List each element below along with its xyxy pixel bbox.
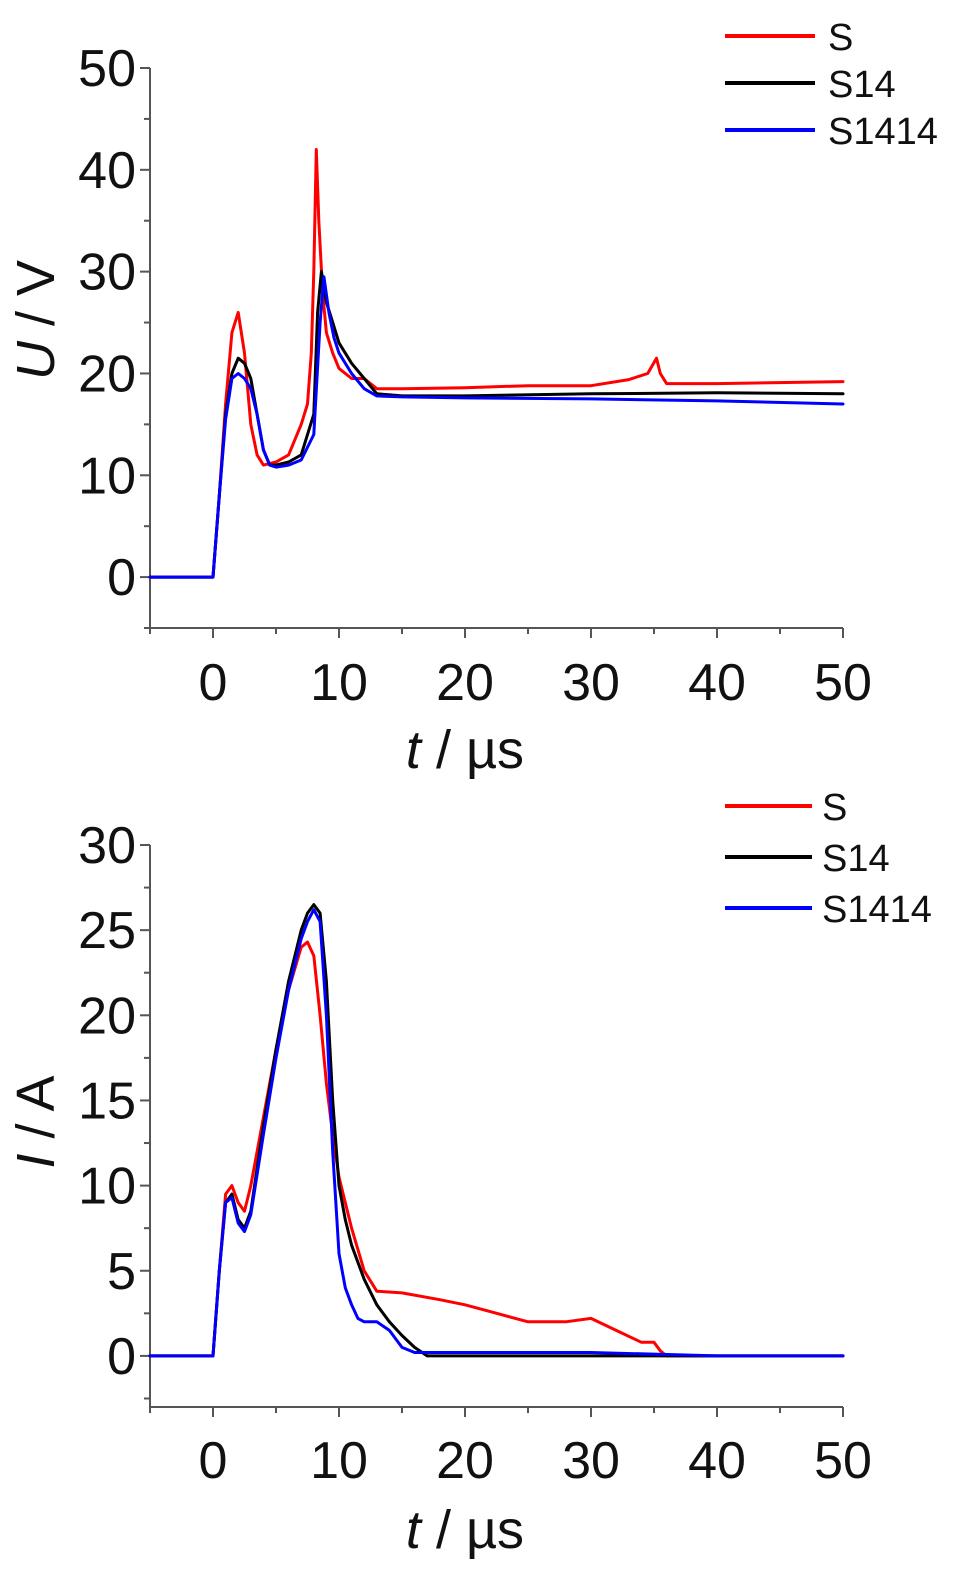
legend-label: S1414 — [828, 111, 938, 153]
current-chart-panel: 0 10 20 30 40 50 0 5 10 15 20 25 30 t / µs I / A S S14 S1… — [6, 787, 932, 1560]
legend-label: S1414 — [822, 889, 932, 931]
y-tick-label: 25 — [78, 902, 136, 960]
y-tick-label: 10 — [78, 1158, 136, 1216]
y-axis-label: I / A — [6, 1075, 66, 1168]
y-tick-label: 10 — [78, 447, 136, 505]
x-axis-unit: / µs — [421, 720, 524, 780]
legend: S S14 S1414 — [725, 787, 932, 931]
x-axis-unit: / µs — [421, 1500, 524, 1560]
x-tick-label: 0 — [199, 1432, 228, 1490]
y-tick-label: 20 — [78, 345, 136, 403]
x-tick-label: 20 — [436, 1432, 494, 1490]
y-tick-label: 30 — [78, 244, 136, 302]
x-tick-label: 0 — [199, 654, 228, 712]
y-axis-variable: U — [6, 340, 66, 380]
y-tick-label: 0 — [107, 1328, 136, 1386]
y-tick-label: 15 — [78, 1072, 136, 1130]
legend-label: S14 — [822, 838, 890, 880]
x-axis-label: t / µs — [406, 720, 524, 780]
series-line-s1414 — [148, 908, 845, 1358]
legend-label: S14 — [828, 64, 896, 106]
y-axis-variable: I — [6, 1154, 66, 1169]
x-tick-label: 50 — [814, 654, 872, 712]
x-tick-label: 50 — [814, 1432, 872, 1490]
legend: S S14 S1414 — [725, 17, 938, 153]
x-tick-label: 30 — [562, 1432, 620, 1490]
legend-label: S — [822, 787, 847, 829]
x-tick-label: 30 — [562, 654, 620, 712]
x-tick-label: 10 — [310, 654, 368, 712]
x-axis-label: t / µs — [406, 1500, 524, 1560]
series-line-s14 — [148, 903, 845, 1358]
y-tick-label: 0 — [107, 549, 136, 607]
x-tick-label: 20 — [436, 654, 494, 712]
legend-label: S — [828, 17, 853, 59]
series-line-s14 — [148, 270, 845, 579]
series-line-s1414 — [148, 275, 845, 579]
x-tick-label: 40 — [688, 1432, 746, 1490]
y-tick-label: 20 — [78, 987, 136, 1045]
x-axis-variable: t — [406, 1500, 423, 1560]
x-tick-label: 40 — [688, 654, 746, 712]
series-line-s — [148, 940, 845, 1358]
voltage-chart-panel: 0 10 20 30 40 50 0 10 20 30 40 50 t / µs U / V S S14 S14… — [6, 17, 938, 780]
y-tick-label: 40 — [78, 142, 136, 200]
y-axis-unit: / V — [6, 260, 66, 341]
y-axis-label: U / V — [6, 260, 66, 380]
y-axis-unit: / A — [6, 1075, 66, 1153]
x-tick-label: 10 — [310, 1432, 368, 1490]
y-tick-label: 30 — [78, 817, 136, 875]
y-tick-label: 50 — [78, 40, 136, 98]
y-tick-label: 5 — [107, 1243, 136, 1301]
series-line-s — [148, 148, 845, 579]
x-axis-variable: t — [406, 720, 423, 780]
